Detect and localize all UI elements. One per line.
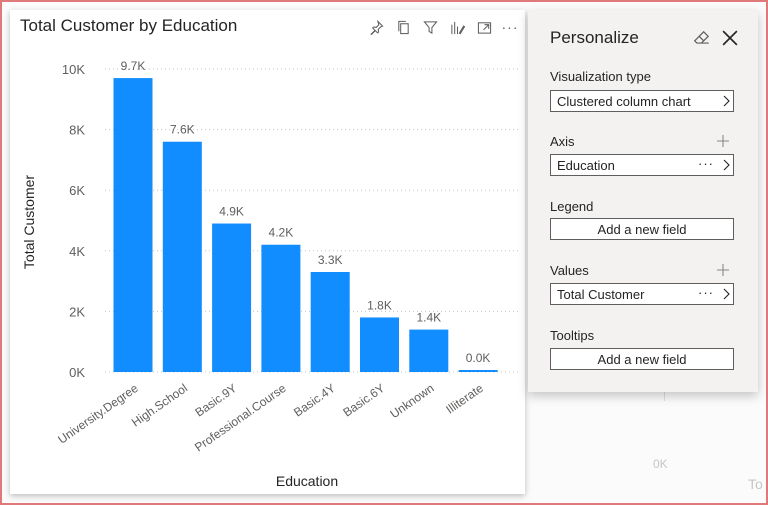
axis-label: Axis <box>550 134 575 149</box>
x-tick-label: Basic.6Y <box>340 381 387 420</box>
tooltips-add-field-label: Add a new field <box>597 352 687 367</box>
y-axis-ticks: 0K 2K 4K 6K 8K 10K <box>62 62 85 380</box>
data-label: 1.4K <box>416 311 441 325</box>
bar[interactable] <box>409 329 449 372</box>
x-axis-title: Education <box>276 473 338 489</box>
x-tick-label: University.Degree <box>55 381 141 447</box>
x-tick-label: Illiterate <box>443 381 486 417</box>
legend-add-field-label: Add a new field <box>597 222 687 237</box>
data-label: 1.8K <box>367 298 392 312</box>
pin-icon[interactable] <box>367 18 385 36</box>
tooltips-add-field[interactable]: Add a new field <box>550 348 734 370</box>
personalize-pane: Personalize Visualization type Clustered… <box>528 10 758 392</box>
background-visual-label: 0K <box>653 457 668 471</box>
tooltips-label: Tooltips <box>550 328 595 343</box>
focus-mode-icon[interactable] <box>475 18 493 36</box>
bars <box>113 78 498 372</box>
pane-title: Personalize <box>550 28 639 47</box>
axis-field[interactable]: Education ··· <box>550 154 734 176</box>
bar[interactable] <box>212 223 252 372</box>
visual-title: Total Customer by Education <box>20 16 238 35</box>
values-field[interactable]: Total Customer ··· <box>550 283 734 305</box>
chevron-right-icon <box>721 159 731 171</box>
y-tick-label: 10K <box>62 62 85 77</box>
more-options-label: ··· <box>501 19 519 35</box>
filter-icon[interactable] <box>421 18 439 36</box>
visualization-type-field[interactable]: Clustered column chart <box>550 90 734 112</box>
y-tick-label: 2K <box>69 304 85 319</box>
bar[interactable] <box>360 317 399 372</box>
copy-icon[interactable] <box>394 18 412 36</box>
chevron-right-icon <box>721 95 731 107</box>
x-tick-label: High.School <box>129 381 190 430</box>
chart-area: 0K 2K 4K 6K 8K 10K 9.7K 7.6K 4.9K 4.2K 3.3K 1.8K 1.… <box>21 59 520 489</box>
axis-add-icon[interactable] <box>716 134 730 148</box>
data-label: 9.7K <box>121 59 146 73</box>
y-tick-label: 0K <box>69 365 85 380</box>
data-label: 7.6K <box>170 123 195 137</box>
legend-label: Legend <box>550 199 594 214</box>
x-tick-label: Basic.4Y <box>291 381 338 420</box>
data-label: 4.2K <box>269 226 294 240</box>
values-more-icon[interactable]: ··· <box>698 285 714 300</box>
visualization-type-label: Visualization type <box>550 69 651 84</box>
bar[interactable] <box>261 244 301 372</box>
personalize-icon[interactable] <box>448 18 466 36</box>
data-labels: 9.7K 7.6K 4.9K 4.2K 3.3K 1.8K 1.4K 0.0K <box>121 59 491 365</box>
bar[interactable] <box>162 141 202 372</box>
y-tick-label: 8K <box>69 123 85 138</box>
values-label: Values <box>550 263 589 278</box>
axis-field-value: Education <box>557 158 615 173</box>
data-label: 4.9K <box>219 205 244 219</box>
axis-more-icon[interactable]: ··· <box>698 156 714 171</box>
y-tick-label: 4K <box>69 244 85 259</box>
more-options-icon[interactable]: ··· <box>501 18 519 36</box>
values-field-value: Total Customer <box>557 287 645 302</box>
bar[interactable] <box>458 370 498 372</box>
close-icon[interactable] <box>720 28 740 48</box>
y-axis-title: Total Customer <box>21 175 37 269</box>
x-tick-label: Professional.Course <box>192 381 289 455</box>
data-label: 3.3K <box>318 253 343 267</box>
bar[interactable] <box>113 78 153 372</box>
data-label: 0.0K <box>466 351 491 365</box>
bar[interactable] <box>310 272 350 372</box>
column-chart-visual[interactable]: Total Customer by Education <box>10 10 525 494</box>
visualization-type-value: Clustered column chart <box>557 94 691 109</box>
chevron-right-icon <box>721 288 731 300</box>
legend-add-field[interactable]: Add a new field <box>550 218 734 240</box>
values-add-icon[interactable] <box>716 263 730 277</box>
background-visual-text: To <box>748 476 763 492</box>
eraser-icon[interactable] <box>693 29 711 47</box>
y-tick-label: 6K <box>69 183 85 198</box>
background-visual-tick <box>664 391 665 401</box>
x-tick-label: Unknown <box>388 381 437 421</box>
